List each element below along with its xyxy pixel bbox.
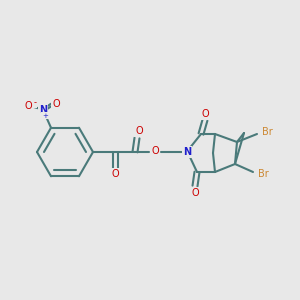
Text: O: O [201, 109, 209, 119]
Text: -: - [34, 98, 37, 107]
Text: O: O [191, 188, 199, 198]
Text: O: O [52, 99, 60, 109]
Text: Br: Br [262, 127, 272, 137]
Text: N: N [183, 147, 191, 157]
Text: Br: Br [258, 169, 268, 179]
Text: O: O [135, 126, 143, 136]
Text: +: + [42, 113, 48, 119]
Text: N: N [39, 105, 47, 115]
Text: O: O [151, 146, 159, 156]
Text: O: O [111, 169, 119, 179]
Text: O: O [24, 101, 32, 111]
